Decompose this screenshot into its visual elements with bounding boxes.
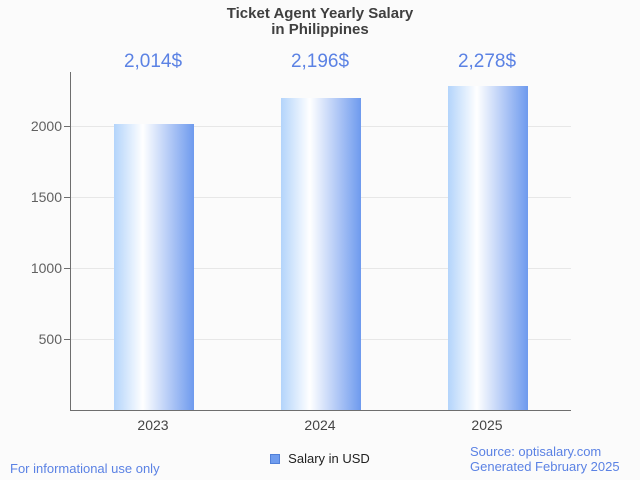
y-axis-label-1000: 1000 xyxy=(30,260,62,276)
value-label-2025: 2,278$ xyxy=(457,51,517,72)
source-line: Source: optisalary.com xyxy=(470,444,602,459)
y-axis-tick xyxy=(64,126,70,127)
legend: Salary in USD xyxy=(0,452,640,466)
chart-title-line2: in Philippines xyxy=(271,21,369,38)
bar-2024 xyxy=(281,98,361,410)
y-axis-label-1500: 1500 xyxy=(30,189,62,205)
x-axis-label-2025: 2025 xyxy=(471,417,503,433)
bar-2023 xyxy=(114,124,194,410)
y-axis-tick xyxy=(64,268,70,269)
chart-title: Ticket Agent Yearly Salary in Philippine… xyxy=(0,6,640,38)
x-axis-label-2023: 2023 xyxy=(137,417,169,433)
value-label-2024: 2,196$ xyxy=(290,51,350,72)
generated-date-line: Generated February 2025 xyxy=(470,459,620,474)
y-axis-tick xyxy=(64,339,70,340)
value-label-2023: 2,014$ xyxy=(123,51,183,72)
y-axis-label-2000: 2000 xyxy=(30,118,62,134)
disclaimer-text: For informational use only xyxy=(10,461,160,476)
x-axis-label-2024: 2024 xyxy=(304,417,336,433)
legend-swatch-icon xyxy=(270,454,281,464)
source-attribution: Source: optisalary.com Generated Februar… xyxy=(470,444,620,474)
bar-2025 xyxy=(448,86,528,410)
plot-area xyxy=(70,72,571,411)
y-axis-tick xyxy=(64,197,70,198)
legend-label: Salary in USD xyxy=(288,451,370,466)
y-axis-label-500: 500 xyxy=(38,331,62,347)
chart-title-line1: Ticket Agent Yearly Salary xyxy=(226,5,414,22)
